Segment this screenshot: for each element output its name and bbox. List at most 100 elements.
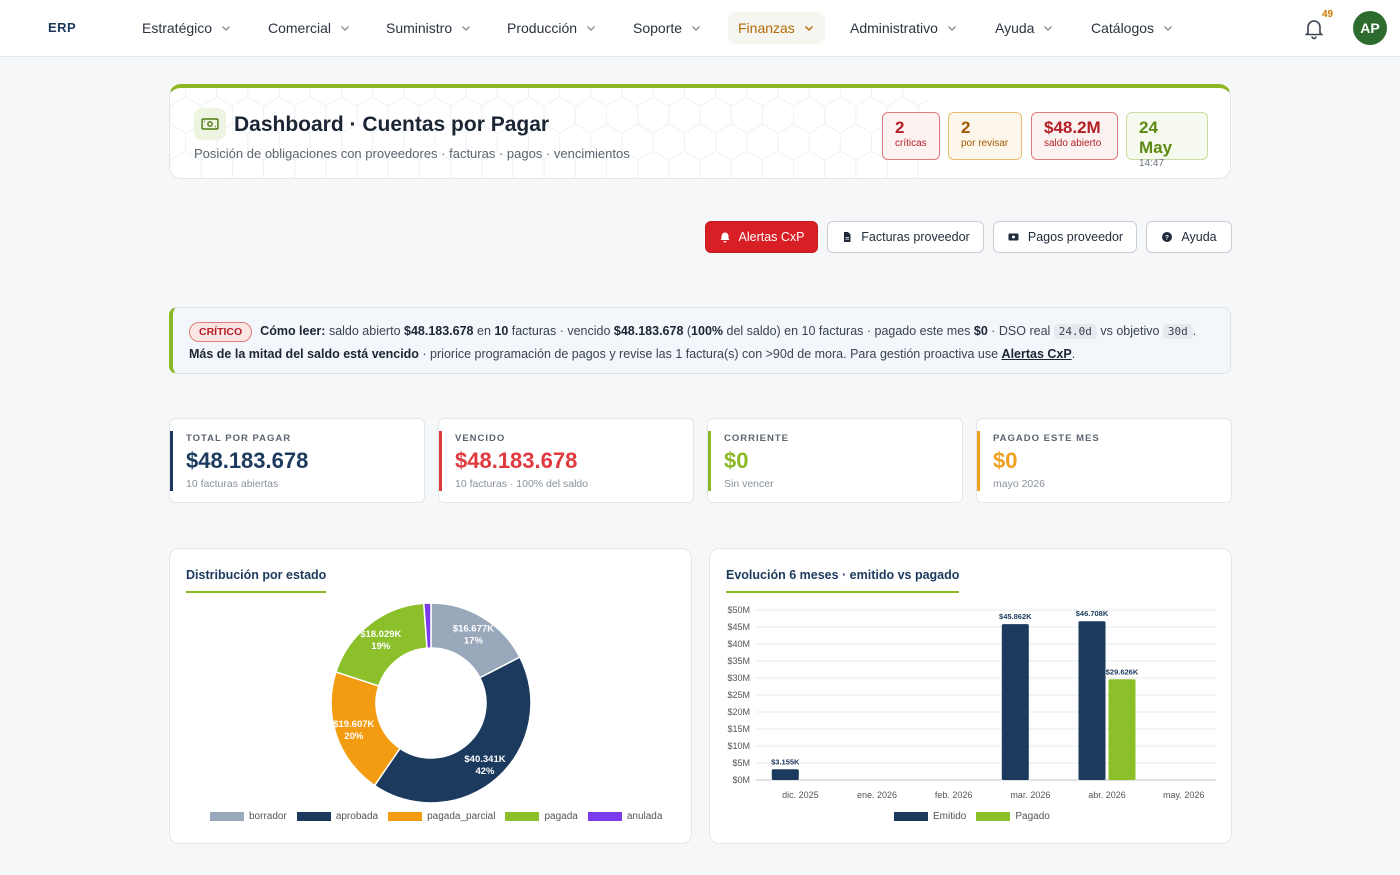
- stat-accent-bar: [170, 431, 173, 491]
- chevron-down-icon: [587, 26, 596, 31]
- stat-label: CORRIENTE: [724, 433, 789, 444]
- nav-item-administrativo[interactable]: Administrativo: [840, 12, 968, 44]
- y-tick-label: $30M: [727, 673, 750, 683]
- stat-value: $48.183.678: [455, 448, 578, 473]
- bar-emitido-4[interactable]: [1078, 621, 1106, 780]
- nav-item-finanzas[interactable]: Finanzas: [728, 12, 825, 44]
- donut-percent-label: 42%: [475, 766, 495, 777]
- donut-percent-label: 17%: [464, 635, 484, 646]
- alertas-cxp-link[interactable]: Alertas CxP: [1001, 347, 1072, 361]
- bar-data-label: $3.155K: [771, 757, 800, 766]
- ayuda-button[interactable]: ? Ayuda: [1146, 221, 1232, 253]
- donut-slice-aprobada[interactable]: [373, 656, 532, 804]
- stat-label: VENCIDO: [455, 433, 506, 444]
- legend-item-pagado[interactable]: Pagado: [976, 811, 1050, 822]
- chip-criticas[interactable]: 2 críticas: [882, 112, 940, 160]
- donut-value-label: $18.029K: [360, 629, 401, 640]
- nav-item-producción[interactable]: Producción: [497, 12, 607, 44]
- stat-sub: 10 facturas · 100% del saldo: [455, 478, 589, 490]
- stat-card-pagado-este-mes: PAGADO ESTE MES $0 mayo 2026: [976, 418, 1232, 503]
- stat-sub: Sin vencer: [724, 478, 774, 490]
- legend-item-pagada_parcial[interactable]: pagada_parcial: [388, 811, 495, 822]
- legend-item-borrador[interactable]: borrador: [210, 811, 287, 822]
- x-tick-label: dic. 2025: [782, 790, 819, 800]
- stat-card-total-por-pagar: TOTAL POR PAGAR $48.183.678 10 facturas ab…: [169, 418, 425, 503]
- stat-accent-bar: [708, 431, 711, 491]
- nav-item-soporte[interactable]: Soporte: [623, 12, 712, 44]
- y-tick-label: $0M: [732, 775, 750, 785]
- bar-legend: Emitido Pagado: [894, 811, 1050, 822]
- stat-value: $0: [993, 448, 1018, 473]
- page-title: Dashboard · Cuentas por Pagar: [234, 113, 550, 136]
- svg-text:?: ?: [1165, 234, 1169, 241]
- stat-sub: mayo 2026: [993, 478, 1045, 490]
- chevron-down-icon: [222, 26, 231, 31]
- donut-chart-title: Distribución por estado: [186, 568, 327, 593]
- donut-value-label: $19.607K: [333, 719, 374, 730]
- chevron-down-icon: [1044, 26, 1053, 31]
- donut-percent-label: 19%: [371, 641, 391, 652]
- help-icon: ?: [1162, 232, 1173, 242]
- y-tick-label: $45M: [727, 622, 750, 632]
- y-tick-label: $50M: [727, 605, 750, 615]
- nav-item-suministro[interactable]: Suministro: [376, 12, 482, 44]
- chevron-down-icon: [462, 26, 471, 31]
- bar-emitido-0[interactable]: [771, 769, 799, 780]
- chip-saldo-abierto[interactable]: $48.2M saldo abierto: [1031, 112, 1118, 160]
- y-tick-label: $5M: [732, 758, 750, 768]
- user-avatar[interactable]: AP: [1353, 11, 1387, 45]
- bar-data-label: $46.708K: [1076, 609, 1109, 618]
- alarm-icon: [720, 232, 729, 243]
- legend-item-aprobada[interactable]: aprobada: [296, 811, 378, 822]
- x-tick-label: may. 2026: [1163, 790, 1204, 800]
- bar-chart: $0M $5M $10M $15M $20M $25M $30M $35M $40M $45M $5…: [727, 605, 1216, 800]
- nav-item-estratégico[interactable]: Estratégico: [132, 12, 242, 44]
- hexagon-pattern: [170, 88, 930, 178]
- chevron-down-icon: [692, 26, 701, 31]
- pagos-proveedor-button[interactable]: Pagos proveedor: [993, 221, 1137, 253]
- y-tick-label: $10M: [727, 741, 750, 751]
- y-tick-label: $40M: [727, 639, 750, 649]
- x-tick-label: feb. 2026: [935, 790, 973, 800]
- stat-accent-bar: [439, 431, 442, 491]
- app-logo[interactable]: ERP: [48, 20, 77, 35]
- legend-item-pagada[interactable]: pagada: [505, 811, 578, 822]
- bar-pagado-4[interactable]: [1108, 679, 1136, 780]
- critico-badge: CRÍTICO: [189, 322, 253, 342]
- donut-value-label: $16.677K: [453, 623, 494, 634]
- legend-swatch: [587, 811, 622, 821]
- stat-label: TOTAL POR PAGAR: [186, 433, 292, 444]
- nav-item-ayuda[interactable]: Ayuda: [985, 12, 1064, 44]
- facturas-proveedor-button[interactable]: Facturas proveedor: [827, 221, 984, 253]
- y-tick-label: $15M: [727, 724, 750, 734]
- nav-item-comercial[interactable]: Comercial: [258, 12, 361, 44]
- legend-swatch: [210, 811, 244, 821]
- chevron-down-icon: [341, 26, 350, 31]
- legend-item-emitido[interactable]: Emitido: [894, 811, 966, 822]
- bell-icon[interactable]: [1302, 16, 1326, 40]
- chip-timestamp: 24 May 14:47: [1126, 112, 1208, 169]
- donut-value-label: $40.341K: [464, 754, 505, 765]
- chevron-down-icon: [1164, 26, 1173, 31]
- stat-card-corriente: CORRIENTE $0 Sin vencer: [707, 418, 963, 503]
- legend-swatch: [505, 811, 540, 821]
- notification-count: 49: [1322, 9, 1334, 20]
- bar-emitido-3[interactable]: [1001, 624, 1029, 780]
- dashboard-header: Dashboard · Cuentas por Pagar Posición d…: [169, 84, 1231, 179]
- nav-item-catálogos[interactable]: Catálogos: [1081, 12, 1184, 44]
- legend-item-anulada[interactable]: anulada: [587, 811, 662, 822]
- x-tick-label: ene. 2026: [857, 790, 897, 800]
- y-tick-label: $35M: [727, 656, 750, 666]
- donut-percent-label: 20%: [344, 731, 364, 742]
- donut-chart-card: Distribución por estado $16.677K 17% $40.3…: [169, 548, 692, 844]
- stat-value: $0: [724, 448, 749, 473]
- y-tick-label: $25M: [727, 690, 750, 700]
- bar-data-label: $45.862K: [999, 612, 1032, 621]
- alertas-cxp-button[interactable]: Alertas CxP: [705, 221, 818, 253]
- x-tick-label: mar. 2026: [1010, 790, 1050, 800]
- document-icon: [844, 232, 851, 242]
- chip-por-revisar[interactable]: 2 por revisar: [948, 112, 1022, 160]
- stat-sub: 10 facturas abiertas: [186, 478, 279, 490]
- donut-slice-anulada[interactable]: [422, 602, 432, 649]
